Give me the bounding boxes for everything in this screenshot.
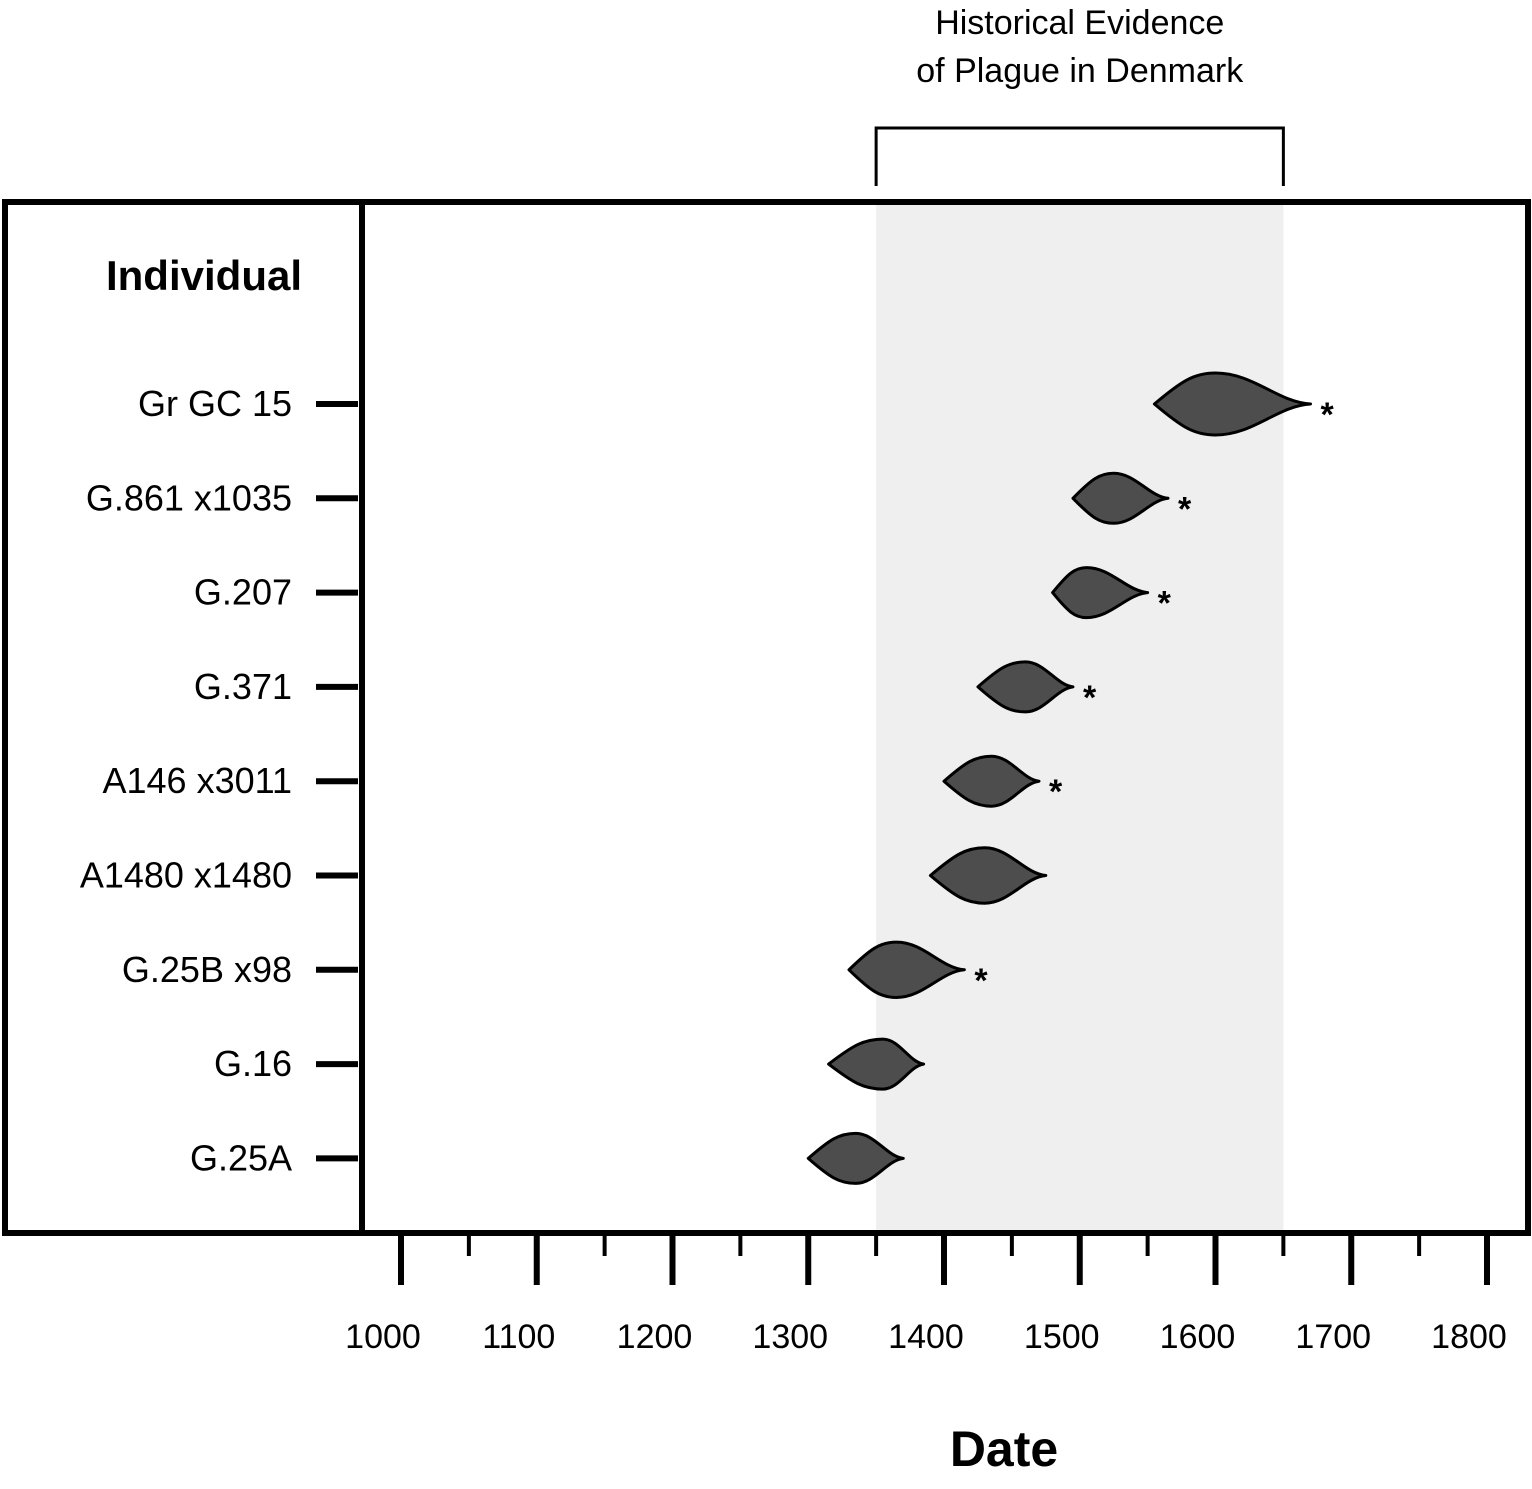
individual-label: G.25A	[190, 1137, 292, 1178]
plague-period-band	[876, 205, 1284, 1230]
date-distribution	[928, 846, 1048, 905]
x-tick-label: 1700	[1295, 1318, 1371, 1356]
significance-marker: *	[1178, 490, 1192, 528]
x-tick-label: 1500	[1024, 1318, 1100, 1356]
x-axis-title: Date	[950, 1421, 1058, 1477]
significance-marker: *	[1321, 396, 1335, 434]
individual-rows: Gr GC 15 * G.861 x1035 * G.207 * G.371 * A146 x3…	[80, 371, 1335, 1185]
individual-label: G.861 x1035	[86, 477, 292, 518]
significance-marker: *	[1158, 585, 1172, 623]
label-panel-frame	[2, 199, 365, 1236]
x-axis: 1000 1100 1200 1300 1400 1500 1600 1700 1800	[345, 1236, 1507, 1356]
date-distribution	[806, 1131, 905, 1185]
date-distribution	[827, 1037, 926, 1091]
x-tick-label: 1200	[617, 1318, 693, 1356]
individual-label: G.371	[194, 666, 292, 707]
significance-marker: *	[974, 962, 988, 1000]
x-tick-label: 1100	[482, 1318, 555, 1356]
date-distribution	[1051, 566, 1150, 620]
x-tick-label: 1000	[345, 1318, 421, 1356]
plague-period-title-line2: of Plague in Denmark	[916, 52, 1244, 90]
date-distribution	[942, 754, 1041, 808]
individual-label: A146 x3011	[103, 760, 293, 801]
x-tick-label: 1800	[1431, 1318, 1507, 1356]
date-distribution	[1071, 471, 1170, 525]
significance-marker: *	[1083, 679, 1097, 717]
individual-label: Gr GC 15	[138, 383, 292, 424]
individual-header: Individual	[106, 252, 302, 299]
individual-label: G.207	[194, 572, 292, 613]
date-distribution	[976, 660, 1075, 714]
individual-label: G.25B x98	[122, 949, 292, 990]
date-distribution	[1152, 371, 1313, 437]
plague-period-bracket	[874, 126, 1285, 186]
plague-period-title-line1: Historical Evidence	[935, 4, 1224, 42]
plot-area-frame	[359, 199, 1531, 1236]
x-tick-label: 1600	[1160, 1318, 1236, 1356]
significance-marker: *	[1049, 773, 1063, 811]
date-distribution	[847, 940, 966, 999]
x-tick-label: 1400	[888, 1318, 964, 1356]
individual-label: A1480 x1480	[80, 855, 292, 896]
x-tick-label: 1300	[752, 1318, 828, 1356]
individual-label: G.16	[214, 1043, 292, 1084]
